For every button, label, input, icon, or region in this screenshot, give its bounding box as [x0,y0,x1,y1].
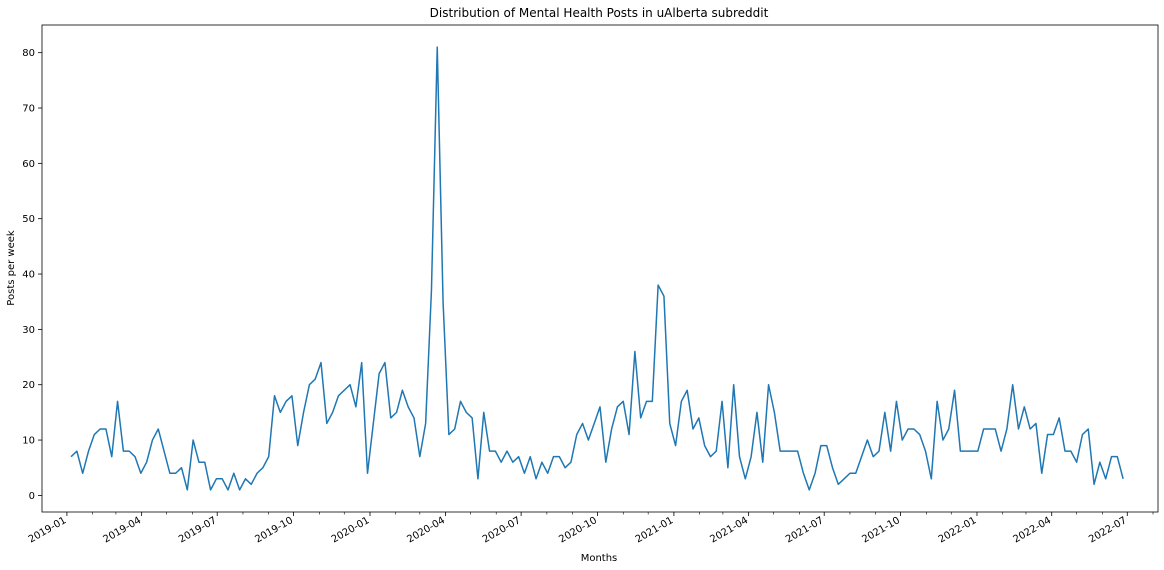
y-tick-label: 10 [22,436,35,447]
plot-frame [41,24,1159,513]
chart-title: Distribution of Mental Health Posts in u… [430,6,769,20]
series-line [70,46,1124,491]
y-tick-label: 0 [29,491,35,502]
y-tick-label: 50 [22,214,35,225]
y-tick-label: 40 [22,270,35,281]
y-tick-label: 20 [22,380,35,391]
y-tick-label: 30 [22,325,35,336]
y-axis-label: Posts per week [6,230,17,306]
y-tick-label: 80 [22,48,35,59]
x-axis-label: Months [581,553,618,564]
y-tick-label: 70 [22,104,35,115]
y-tick-label: 60 [22,159,35,170]
